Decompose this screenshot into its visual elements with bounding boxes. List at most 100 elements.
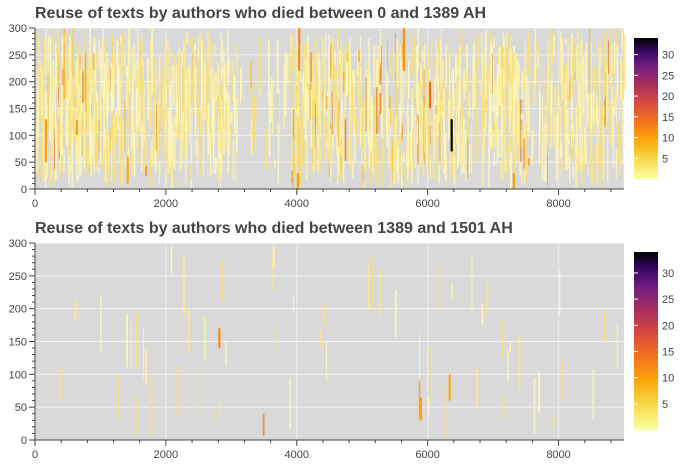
heat-cell	[456, 65, 459, 75]
heat-cell	[204, 317, 206, 359]
heat-cell	[71, 129, 74, 189]
heat-cell	[237, 96, 239, 118]
heat-cell	[612, 106, 614, 167]
heat-cell	[158, 166, 160, 185]
heat-cell	[301, 110, 303, 168]
heat-cell	[374, 130, 376, 165]
heat-cell	[259, 95, 261, 158]
heat-cell	[434, 121, 436, 160]
heat-cell	[172, 65, 175, 107]
heat-cell	[349, 53, 351, 120]
heat-cell	[236, 98, 238, 153]
heat-cell	[521, 170, 523, 184]
heatmap-panel-1: Reuse of texts by authors who died betwe…	[9, 5, 675, 210]
heat-cell	[549, 82, 552, 149]
heat-cell	[370, 152, 372, 185]
heat-cell	[147, 62, 149, 101]
heat-cell	[539, 123, 541, 166]
heat-cell	[504, 135, 506, 172]
heat-cell	[54, 126, 55, 170]
heat-cell	[462, 118, 465, 174]
heat-cell	[361, 94, 364, 154]
colorbar-tick-label: 25	[662, 70, 674, 82]
heat-cell	[71, 28, 74, 79]
heat-cell	[127, 129, 129, 167]
heat-cell	[270, 77, 273, 123]
heat-cell	[565, 63, 568, 110]
heat-cell	[80, 113, 82, 135]
heat-cell	[95, 95, 98, 163]
heat-cell	[107, 145, 109, 172]
heat-cell	[68, 155, 70, 184]
heat-cell	[493, 119, 495, 133]
y-tick-label: 200	[9, 77, 27, 89]
heat-cell	[392, 171, 394, 188]
heat-cell	[438, 90, 441, 122]
heat-cell	[111, 34, 113, 44]
heat-cell	[475, 76, 478, 129]
heat-cell	[170, 245, 173, 274]
heat-cell	[365, 77, 367, 132]
heat-cell	[128, 146, 130, 165]
heat-cell	[496, 109, 498, 165]
heat-cell	[95, 91, 98, 102]
heat-cell	[57, 28, 59, 88]
heat-cell	[251, 84, 253, 152]
heat-cell	[445, 156, 448, 185]
heat-cell	[66, 32, 68, 44]
heat-cell	[80, 63, 82, 95]
heat-cell	[556, 149, 558, 165]
heat-cell	[571, 123, 574, 133]
heat-cell	[98, 167, 100, 174]
heat-cell	[610, 28, 612, 53]
heat-cell	[559, 101, 561, 120]
heat-cell	[119, 117, 122, 184]
heat-cell	[207, 103, 210, 155]
heat-cell	[220, 125, 223, 173]
heat-cell	[310, 52, 312, 83]
heat-cell	[485, 29, 487, 52]
heat-cell	[169, 113, 171, 141]
heat-cell	[563, 106, 565, 171]
heat-cell	[422, 42, 425, 50]
heat-cell	[475, 110, 478, 156]
heat-cell	[42, 123, 45, 184]
heat-cell	[439, 38, 441, 84]
heat-cell	[365, 154, 367, 170]
heat-cell	[334, 51, 336, 66]
heat-cell	[197, 60, 199, 109]
heat-cell	[325, 33, 327, 60]
heat-cell	[393, 113, 396, 162]
heat-cell	[60, 84, 63, 126]
heat-cell	[63, 29, 66, 99]
heat-cell	[525, 50, 527, 81]
y-tick-label: 150	[9, 337, 27, 349]
heat-cell	[143, 329, 145, 379]
heat-cell	[501, 69, 503, 120]
heat-cell	[340, 99, 343, 140]
heat-cell	[405, 71, 407, 99]
heat-cell	[564, 39, 567, 45]
heat-cell	[128, 28, 131, 94]
heat-cell	[218, 400, 221, 415]
heat-cell	[473, 39, 475, 45]
heat-cell	[212, 51, 214, 92]
heat-cell	[341, 144, 343, 157]
heat-cell	[304, 140, 306, 163]
heat-cell	[611, 86, 613, 148]
heat-cell	[505, 49, 508, 87]
heat-cell	[299, 45, 302, 82]
heat-cell	[234, 129, 237, 186]
heat-cell	[200, 106, 202, 133]
heat-cell	[108, 80, 110, 113]
heat-cell	[292, 293, 295, 314]
heat-cell	[100, 295, 102, 352]
heat-cell	[594, 145, 596, 164]
heat-cell	[449, 123, 451, 180]
heat-cell	[455, 56, 457, 78]
heat-cell	[597, 145, 599, 185]
heat-cell	[451, 283, 453, 300]
heat-cell	[65, 98, 68, 146]
grid-lines	[34, 242, 624, 440]
heat-cell	[622, 84, 624, 97]
